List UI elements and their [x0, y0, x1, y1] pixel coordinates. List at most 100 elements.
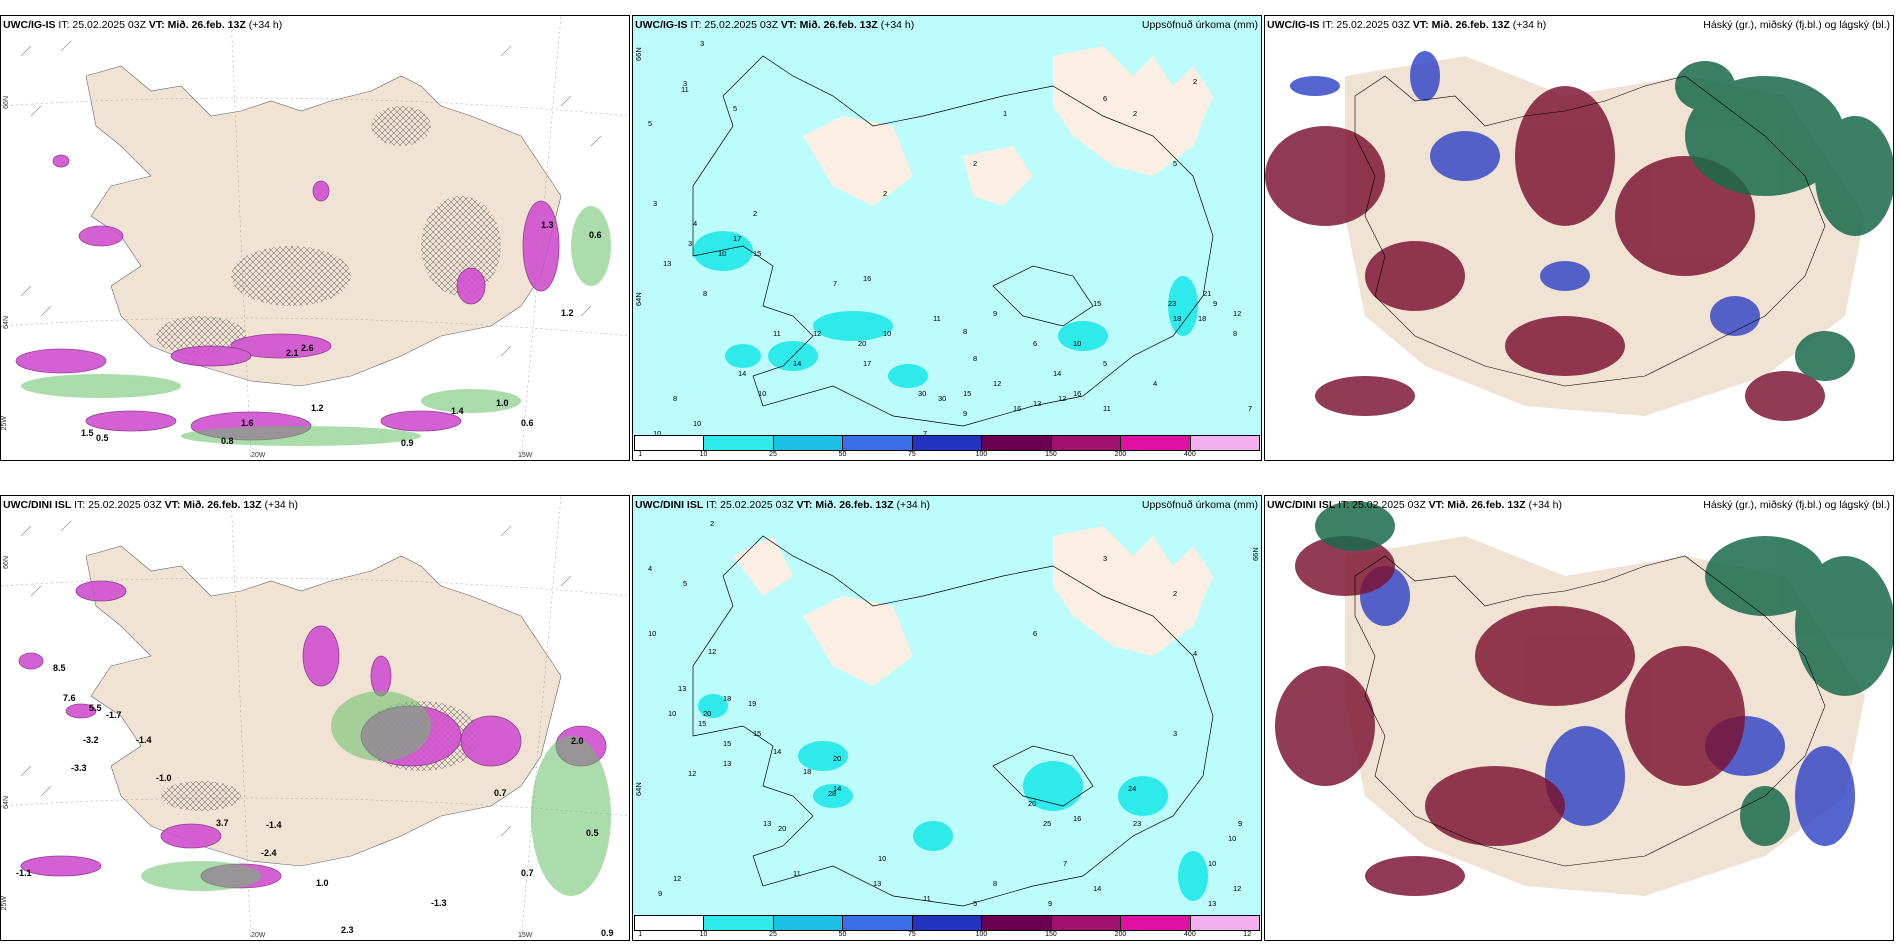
legend-tick: 1: [638, 931, 643, 938]
coastline: [692, 535, 1214, 907]
color-legend: 1 10 25 50 75 100 150 200 400: [634, 435, 1260, 459]
precip-value: 13: [723, 759, 731, 768]
precip-value: 7: [1248, 404, 1252, 413]
precip-value: 30: [918, 389, 926, 398]
wind-barbs: [20, 520, 572, 837]
precip-value: 9: [963, 409, 967, 418]
precip-value: 8: [673, 394, 677, 403]
legend-tick: 400: [1184, 451, 1196, 458]
panel-title: UWC/DINI ISL IT: 25.02.2025 03Z VT: Mið.…: [635, 499, 931, 511]
panel-subtitle: Háský (gr.), miðský (fj.bl.) og lágský (…: [1703, 499, 1890, 511]
precip-value: 7: [1063, 859, 1067, 868]
land-areas: [803, 46, 1213, 206]
precip-value: 2: [710, 519, 714, 528]
map-panel-wind-dini: 8.5 7.6 5.5 -1.7 -3.2 -3.3 -1.4 -1.0 1.0…: [0, 495, 630, 941]
contour-label: -1.4: [266, 820, 282, 830]
contour-label: 3.7: [216, 818, 229, 828]
precip-value: 18: [723, 694, 731, 703]
precip-value: 10: [648, 629, 656, 638]
contour-label: 0.9: [401, 438, 414, 448]
lat-label: 64N: [3, 316, 10, 329]
precip-value: 13: [663, 259, 671, 268]
lat-label: 64N: [634, 292, 643, 306]
legend-tick: 25: [769, 451, 777, 458]
precip-value: 13: [1208, 899, 1216, 908]
precip-value: 14: [793, 359, 801, 368]
low-cloud: [1360, 566, 1855, 846]
precip-value: 10: [668, 709, 676, 718]
precip-patches: [15, 154, 560, 441]
precip-value: 23: [1133, 819, 1141, 828]
grid-lines: [1, 16, 629, 460]
precip-value: 9: [658, 889, 662, 898]
contour-label: 1.4: [451, 406, 464, 416]
map-panel-wind-igis: 0.6 1.0 0.6 0.8 1.5 1.2 2.1 2.6 1.3 1.2 …: [0, 15, 630, 461]
precip-value: 10: [878, 854, 886, 863]
contour-label: 5.5: [89, 703, 102, 713]
precip-value: 16: [1073, 814, 1081, 823]
panel-subtitle: Háský (gr.), miðský (fj.bl.) og lágský (…: [1703, 19, 1890, 31]
contour-label: 7.6: [63, 693, 76, 703]
precip-value: 20: [703, 709, 711, 718]
precip-value: 14: [738, 369, 746, 378]
precip-value: 2: [753, 209, 757, 218]
precip-value: 13: [1033, 399, 1041, 408]
precip-value: 17: [863, 359, 871, 368]
lon-label: 15W: [518, 452, 533, 459]
lon-label: 25W: [1, 896, 8, 911]
contour-label: 8.5: [53, 663, 66, 673]
contour-label: -3.2: [83, 735, 99, 745]
precip-map: 2 4 10 5 13 10 15 12 20 19 14 13 18 20 1…: [633, 496, 1261, 938]
precip-values: 3 11 5 3 5 2 6 1 2 2 2 3 4 3 10 13 8 17 …: [648, 39, 1252, 448]
precip-value: 11: [933, 314, 941, 323]
contour-label: 1.2: [311, 403, 324, 413]
precip-value: 10: [1073, 339, 1081, 348]
precip-value: 2: [1173, 589, 1177, 598]
lon-label: 15W: [518, 932, 533, 939]
precip-value: 12: [1233, 884, 1241, 893]
precip-value: 2: [883, 189, 887, 198]
precip-value: 3: [683, 79, 687, 88]
precip-value: 14: [773, 747, 781, 756]
precip-value: 12: [688, 769, 696, 778]
contour-label: -1.3: [431, 898, 447, 908]
color-legend: 1 10 25 50 75 100 150 200 400: [634, 915, 1260, 939]
precip-value: 19: [748, 699, 756, 708]
precip-value: 15: [698, 719, 706, 728]
panel-title: UWC/IG-IS IT: 25.02.2025 03Z VT: Mið. 26…: [635, 19, 915, 31]
precip-value: 4: [648, 564, 652, 573]
legend-tick: 1: [638, 451, 643, 458]
green-patches: [141, 691, 611, 896]
contour-label: 2.6: [301, 343, 314, 353]
legend-bar: [634, 435, 1260, 451]
precip-value: 9: [1213, 299, 1217, 308]
precip-value: 9: [1048, 899, 1052, 908]
precip-value: 11: [773, 329, 781, 338]
precip-value: 14: [1053, 369, 1061, 378]
precip-value: 15: [753, 729, 761, 738]
legend-tick: 50: [838, 931, 847, 938]
precip-value: 10: [883, 329, 891, 338]
precip-value: 3: [1103, 554, 1107, 563]
contour-label: -2.4: [261, 848, 277, 858]
precip-value: 6: [1033, 629, 1037, 638]
precip-value: 9: [1238, 819, 1242, 828]
mid-cloud: [1275, 536, 1745, 896]
panel-title: UWC/DINI ISL IT: 25.02.2025 03Z VT: Mið.…: [3, 499, 299, 511]
precip-value: 15: [963, 389, 971, 398]
precip-value: 3: [700, 39, 704, 48]
contour-label: -1.4: [136, 735, 152, 745]
precip-value: 5: [1103, 359, 1107, 368]
contour-label: 1.0: [496, 398, 509, 408]
precip-value: 8: [703, 289, 707, 298]
precip-value: 3: [688, 239, 692, 248]
lat-label: 66N: [1251, 547, 1260, 561]
lon-label: 20W: [251, 452, 266, 459]
legend-tick: 10: [699, 931, 708, 938]
contour-label: 2.0: [571, 736, 584, 746]
panel-subtitle: Uppsöfnuð úrkoma (mm): [1141, 499, 1258, 511]
precip-value: 2: [973, 159, 977, 168]
contour-labels: 8.5 7.6 5.5 -1.7 -3.2 -3.3 -1.4 -1.0 1.0…: [16, 663, 614, 938]
legend-tick: 150: [1045, 451, 1057, 458]
precip-value: 15: [723, 739, 731, 748]
